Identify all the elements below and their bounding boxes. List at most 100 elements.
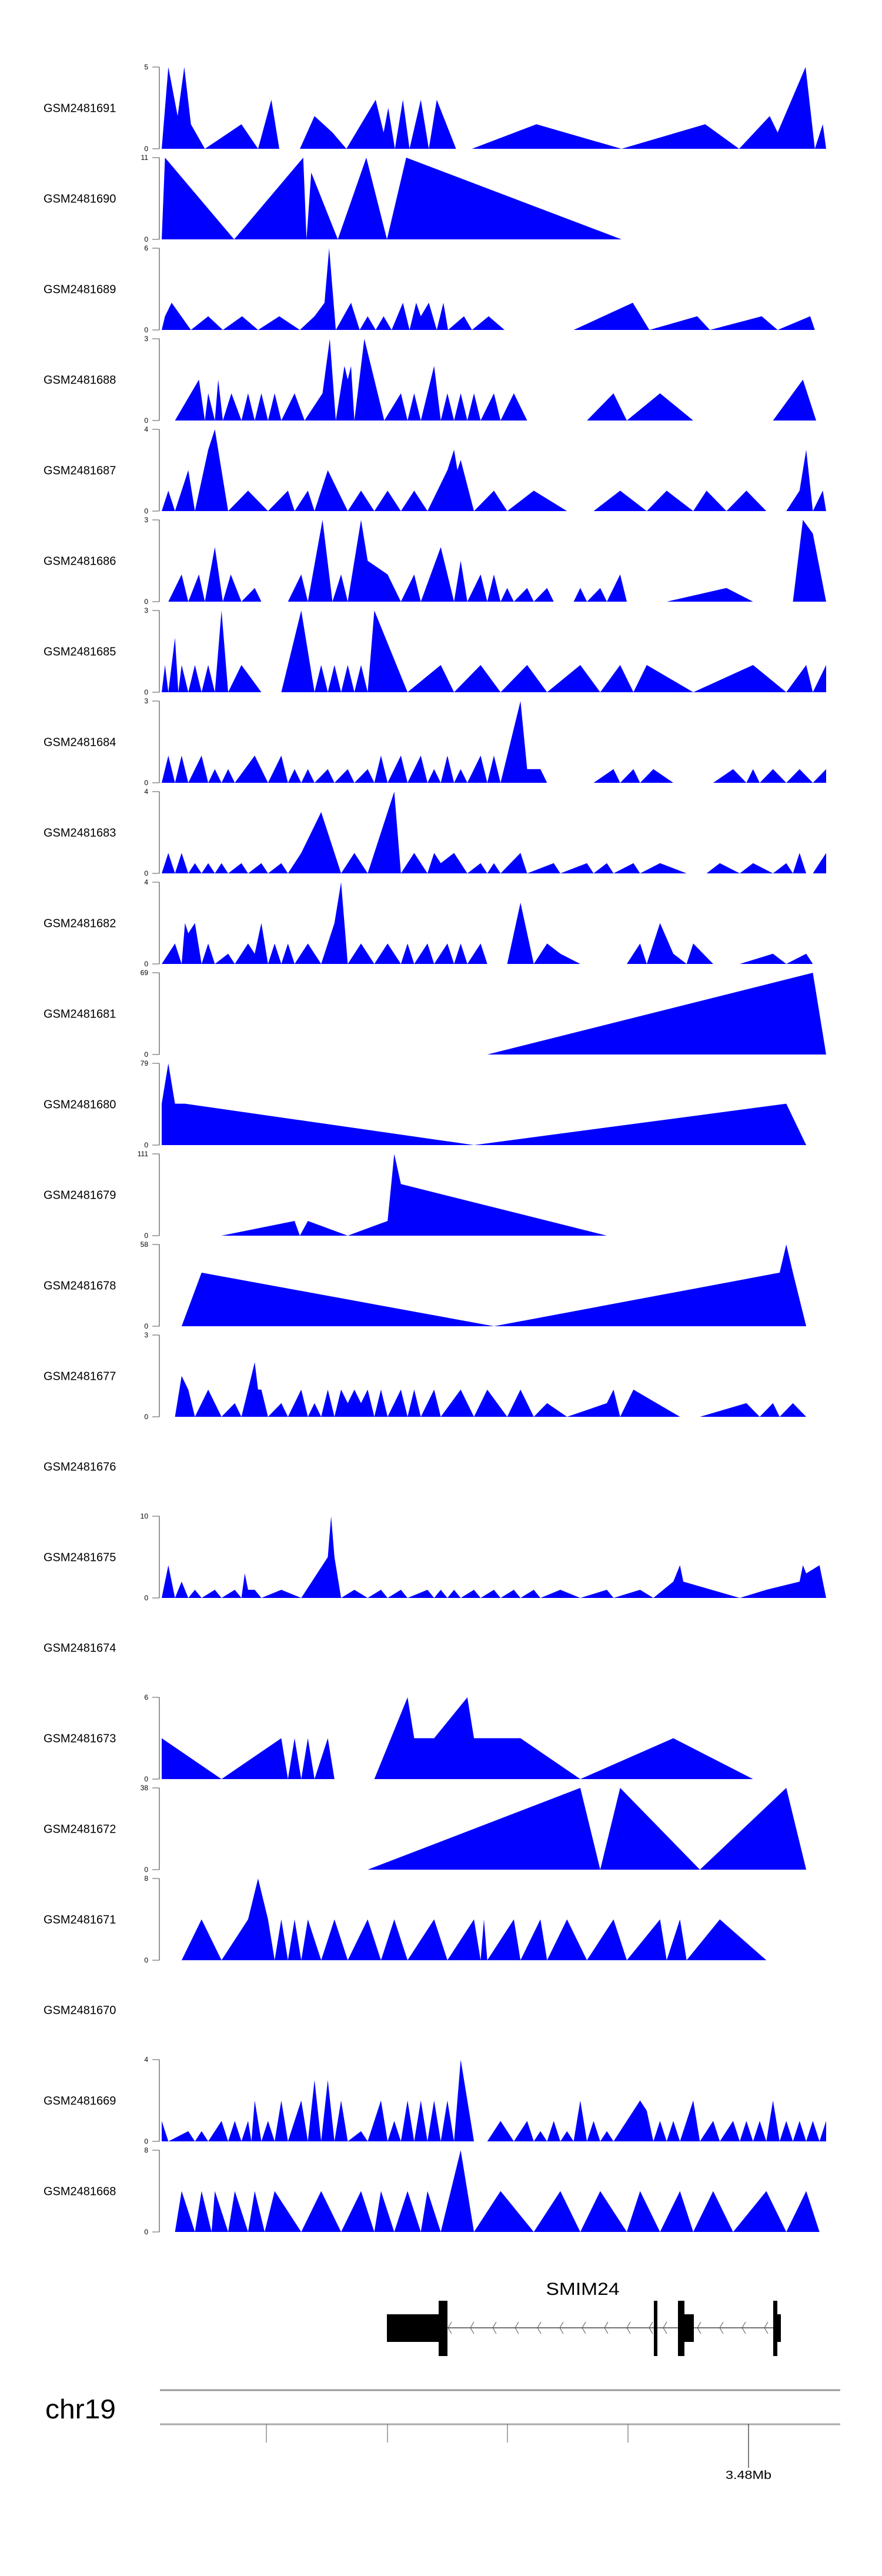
coverage-area: [175, 339, 817, 421]
y-tick-label-max: 38: [141, 1784, 149, 1792]
coverage-area: [162, 1697, 753, 1779]
y-tick-label-min: 0: [144, 1956, 148, 1964]
track-label: GSM2481681: [44, 1008, 116, 1021]
y-tick-label-min: 0: [144, 598, 148, 606]
coverage-area: [162, 2060, 826, 2141]
y-tick-label-max: 6: [144, 244, 148, 252]
y-tick-label-max: 58: [141, 1240, 149, 1249]
exon-4-utr: [777, 2314, 781, 2342]
coverage-area: [168, 520, 826, 602]
strand-arrow-icon: [514, 2321, 519, 2334]
y-tick-label-min: 0: [144, 507, 148, 515]
track-GSM2481688: GSM2481688 3 0: [44, 335, 817, 425]
strand-arrow-icon: [719, 2321, 724, 2334]
exon-2: [654, 2301, 657, 2356]
y-tick-label-max: 3: [144, 606, 148, 615]
y-tick-label-min: 0: [144, 1322, 148, 1330]
y-tick-label-max: 4: [144, 425, 148, 433]
y-tick-label-max: 4: [144, 878, 148, 886]
track-GSM2481668: GSM2481668 8 0: [44, 2146, 820, 2236]
track-label: GSM2481690: [44, 193, 116, 206]
y-tick-label-min: 0: [144, 2228, 148, 2236]
track-label: GSM2481671: [44, 1914, 116, 1927]
track-label: GSM2481674: [44, 1642, 116, 1655]
genome-axis: chr19 3.48Mb: [45, 2389, 840, 2482]
y-tick-label-max: 3: [144, 1331, 148, 1339]
axis-tick-label: 3.48Mb: [726, 2469, 771, 2482]
track-GSM2481687: GSM2481687 4 0: [44, 425, 826, 515]
track-label: GSM2481684: [44, 736, 116, 749]
track-GSM2481683: GSM2481683 4 0: [44, 788, 826, 877]
y-tick-label-max: 11: [141, 154, 149, 162]
track-GSM2481672: GSM2481672 38 0: [44, 1784, 807, 1874]
y-tick-label-min: 0: [144, 1413, 148, 1421]
strand-arrow-icon: [649, 2321, 653, 2334]
track-label: GSM2481688: [44, 374, 116, 387]
coverage-area: [162, 1063, 807, 1145]
y-tick-label-min: 0: [144, 2137, 148, 2145]
track-GSM2481674: GSM2481674: [44, 1642, 116, 1655]
strand-arrow-icon: [764, 2321, 769, 2334]
y-tick-label-max: 8: [144, 1874, 148, 1883]
y-tick-label-max: 3: [144, 516, 148, 524]
track-label: GSM2481683: [44, 827, 116, 840]
gene-track: SMIM24: [387, 2280, 781, 2356]
y-tick-label-max: 5: [144, 63, 148, 71]
track-GSM2481679: GSM2481679 111 0: [44, 1150, 607, 1240]
y-tick-label-min: 0: [144, 1775, 148, 1783]
strand-arrow-icon: [559, 2321, 564, 2334]
track-label: GSM2481689: [44, 283, 116, 296]
track-GSM2481677: GSM2481677 3 0: [44, 1331, 807, 1421]
coverage-area: [221, 1154, 607, 1236]
coverage-area: [487, 973, 826, 1055]
y-tick-label-min: 0: [144, 1866, 148, 1874]
y-tick-label-min: 0: [144, 235, 148, 243]
y-tick-label-max: 79: [141, 1059, 149, 1067]
strand-arrow-icon: [626, 2321, 631, 2334]
y-tick-label-min: 0: [144, 1141, 148, 1149]
track-label: GSM2481687: [44, 465, 116, 478]
strand-arrow-icon: [741, 2321, 746, 2334]
exon-3: [678, 2301, 684, 2356]
track-label: GSM2481686: [44, 555, 116, 568]
coverage-area: [162, 882, 813, 964]
coverage-area: [162, 429, 826, 511]
y-tick-label-min: 0: [144, 416, 148, 425]
track-GSM2481675: GSM2481675 10 0: [44, 1512, 826, 1602]
track-GSM2481673: GSM2481673 6 0: [44, 1693, 753, 1783]
track-label: GSM2481691: [44, 102, 116, 115]
strand-arrow-icon: [582, 2321, 586, 2334]
track-label: GSM2481669: [44, 2095, 116, 2108]
strand-arrow-icon: [663, 2321, 667, 2334]
track-GSM2481685: GSM2481685 3 0: [44, 606, 826, 696]
track-GSM2481686: GSM2481686 3 0: [44, 516, 826, 606]
coverage-area: [181, 1878, 767, 1960]
coverage-area: [175, 2150, 820, 2232]
track-GSM2481682: GSM2481682 4 0: [44, 878, 813, 968]
coverage-area: [162, 1516, 826, 1598]
track-GSM2481691: GSM2481691 5 0: [44, 63, 826, 153]
track-label: GSM2481678: [44, 1280, 116, 1293]
track-label: GSM2481677: [44, 1370, 116, 1383]
track-GSM2481669: GSM2481669 4 0: [44, 2056, 826, 2145]
y-tick-label-min: 0: [144, 145, 148, 153]
track-label: GSM2481668: [44, 2185, 116, 2198]
coverage-area: [162, 792, 826, 873]
coverage-area: [162, 610, 826, 692]
strand-arrow-icon: [537, 2321, 542, 2334]
strand-arrow-icon: [697, 2321, 701, 2334]
exon-3-utr: [684, 2314, 694, 2342]
strand-arrow-icon: [604, 2321, 609, 2334]
exon-4: [773, 2301, 777, 2356]
exon-1: [439, 2301, 447, 2356]
track-label: GSM2481675: [44, 1551, 116, 1564]
track-label: GSM2481685: [44, 646, 116, 659]
track-GSM2481681: GSM2481681 69 0: [44, 969, 826, 1059]
y-tick-label-max: 4: [144, 788, 148, 796]
coverage-area: [162, 158, 622, 239]
track-GSM2481670: GSM2481670: [44, 2004, 116, 2017]
y-tick-label-max: 8: [144, 2146, 148, 2154]
y-tick-label-max: 4: [144, 2056, 148, 2064]
y-tick-label-min: 0: [144, 1594, 148, 1602]
